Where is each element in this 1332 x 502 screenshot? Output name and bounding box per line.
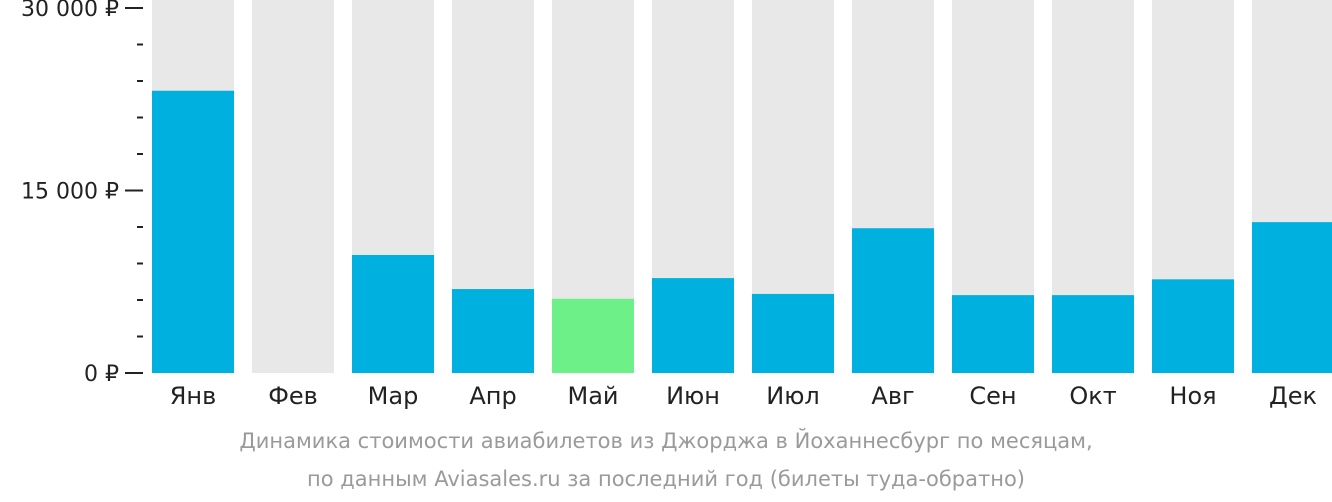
- chart-caption-line-1: Динамика стоимости авиабилетов из Джордж…: [239, 429, 1093, 453]
- x-tick-label-2: Фев: [268, 382, 318, 410]
- x-tick-label-8: Авг: [871, 382, 914, 410]
- bar-3: [352, 254, 434, 373]
- x-tick-label-11: Ноя: [1169, 382, 1216, 410]
- bar-11: [1152, 279, 1234, 373]
- x-tick-label-9: Сен: [969, 382, 1016, 410]
- y-tick-label-3: 30 000 ₽: [21, 0, 119, 22]
- x-tick-label-5: Май: [567, 382, 618, 410]
- bar-5: [552, 298, 634, 373]
- bar-10: [1052, 295, 1134, 373]
- bar-1: [152, 90, 234, 373]
- x-tick-label-4: Апр: [469, 382, 516, 410]
- y-tick-label-2: 15 000 ₽: [21, 180, 119, 205]
- x-tick-label-7: Июл: [766, 382, 820, 410]
- x-tick-label-1: Янв: [170, 382, 217, 410]
- x-tick-label-10: Окт: [1069, 382, 1116, 410]
- bar-9: [952, 295, 1034, 373]
- chart-caption-line-2: по данным Aviasales.ru за последний год …: [307, 467, 1025, 491]
- x-tick-label-12: Дек: [1269, 382, 1317, 410]
- bar-chart-plot: Янв Фев Мар Апр Май Июн Июл Авг Сен Окт Ноя Дек 0 ₽ 1…: [21, 0, 1332, 410]
- bar-6: [652, 278, 734, 373]
- bar-7: [752, 293, 834, 373]
- x-tick-label-6: Июн: [666, 382, 720, 410]
- bar-8: [852, 228, 934, 373]
- bar-4: [452, 289, 534, 373]
- y-tick-label-1: 0 ₽: [84, 362, 119, 387]
- x-tick-label-3: Мар: [368, 382, 419, 410]
- bar-12: [1252, 222, 1332, 373]
- bar-background-2: [252, 0, 334, 373]
